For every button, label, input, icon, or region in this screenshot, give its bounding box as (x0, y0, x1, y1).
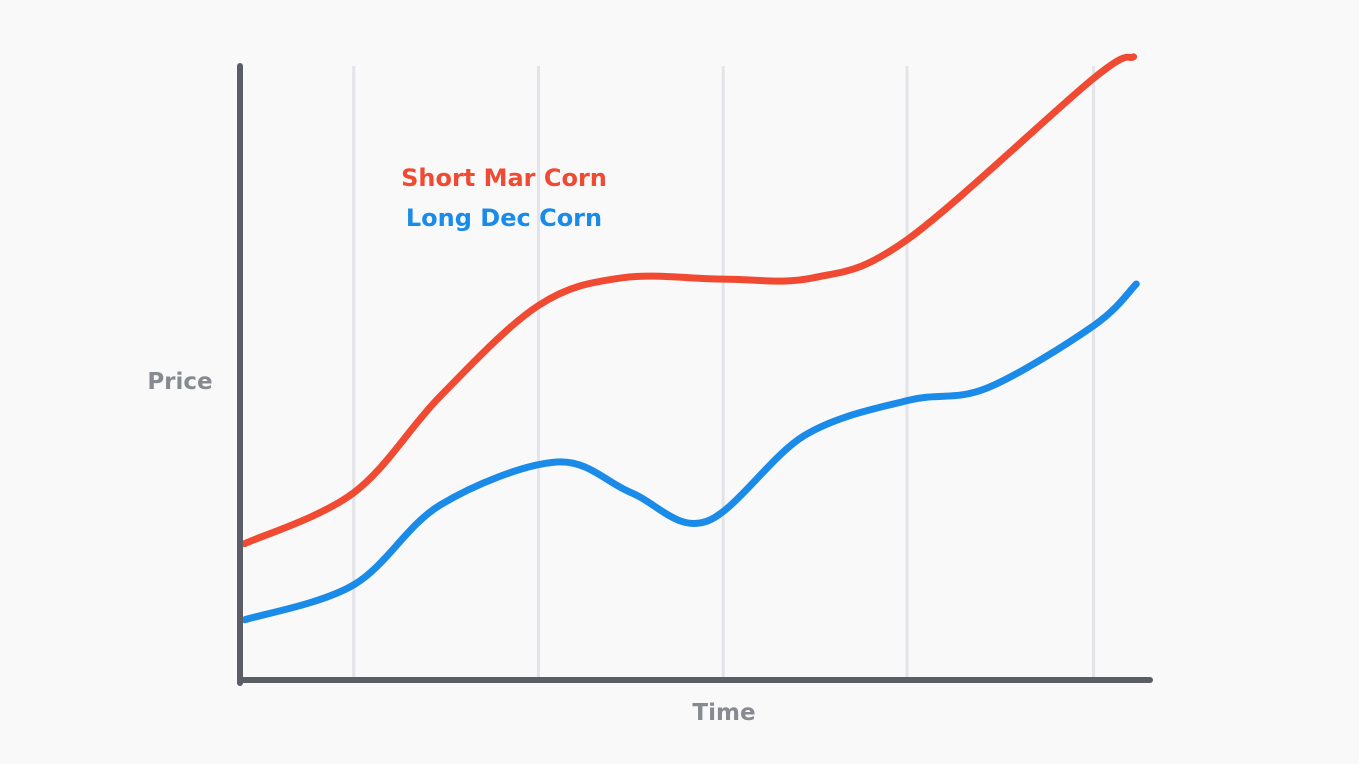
legend-entry-long-dec-corn: Long Dec Corn (406, 204, 602, 232)
series-line-1 (241, 280, 1140, 624)
y-axis-title: Price (147, 369, 212, 395)
series-layer (241, 53, 1140, 624)
gridlines (352, 66, 1096, 677)
x-axis-title: Time (692, 700, 755, 726)
legend: Short Mar Corn Long Dec Corn (401, 164, 607, 232)
legend-entry-short-mar-corn: Short Mar Corn (401, 164, 607, 192)
series-line-0 (241, 53, 1138, 548)
